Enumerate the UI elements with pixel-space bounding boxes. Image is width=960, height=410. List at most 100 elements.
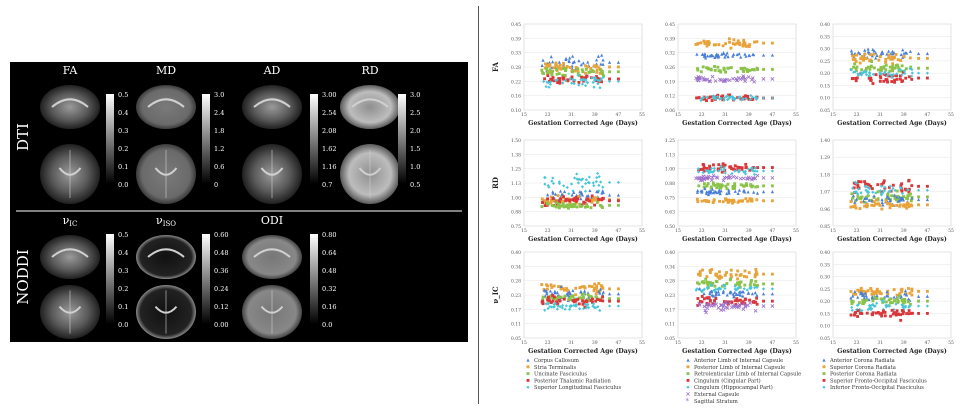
x-tick-label: 55 (793, 112, 799, 118)
data-point (907, 305, 911, 309)
y-tick-label: 0.35 (820, 262, 830, 268)
data-point (750, 167, 754, 172)
legend-label: Anterior Corona Radiata (829, 358, 895, 364)
data-point (907, 187, 911, 191)
data-point (702, 39, 706, 43)
data-point (882, 179, 886, 183)
data-point (730, 275, 733, 279)
data-point (917, 56, 920, 60)
noddi-odi-coronal-image-shape (242, 235, 302, 279)
y-tick-label: 0.33 (511, 51, 521, 57)
data-point (555, 72, 559, 76)
data-point (699, 41, 703, 45)
data-point (593, 203, 597, 207)
data-point (565, 65, 569, 68)
data-point (867, 187, 872, 191)
y-tick-label: 0.34 (511, 264, 521, 270)
data-point (740, 166, 744, 170)
data-point (713, 68, 717, 72)
data-point (541, 295, 545, 299)
dti-ad-coronal-image-shape (242, 85, 302, 129)
data-point (869, 78, 873, 82)
y-tick-label: 0.45 (665, 22, 675, 28)
data-point (595, 201, 599, 204)
colorbar-dti-rd: 3.0 2.5 2.0 1.5 1.0 0.5 (398, 91, 420, 189)
data-point (601, 286, 605, 290)
data-point (869, 286, 873, 290)
data-point (697, 303, 702, 307)
data-point (869, 76, 873, 80)
data-point (890, 75, 894, 79)
noddi-title-viso: νISO (156, 214, 176, 228)
data-point (582, 289, 587, 293)
data-point (557, 206, 561, 210)
data-point (596, 76, 599, 80)
data-point (925, 51, 929, 56)
data-point (580, 204, 584, 208)
data-point (703, 186, 707, 191)
data-point (925, 299, 929, 303)
series (849, 198, 929, 211)
data-point (595, 75, 598, 78)
data-point (697, 184, 701, 188)
data-point (721, 178, 726, 183)
data-point (708, 191, 712, 195)
data-point (572, 303, 576, 307)
data-point (882, 71, 887, 75)
y-tick-label: 0.05 (665, 336, 675, 342)
colorbar-noddi-vic-gradient (106, 234, 114, 324)
data-point (571, 69, 575, 73)
data-point (907, 190, 911, 194)
data-point (545, 283, 549, 287)
data-point (717, 43, 721, 47)
data-point (558, 81, 562, 85)
x-axis-title: Gestation Corrected Age (Days) (837, 348, 947, 355)
data-point (601, 299, 605, 303)
data-point (737, 292, 741, 296)
data-point (889, 73, 893, 77)
data-point (754, 270, 758, 274)
data-point (597, 66, 601, 70)
data-point (576, 72, 580, 75)
data-point (540, 205, 544, 209)
data-point (731, 187, 735, 191)
data-point (854, 181, 858, 185)
data-point (724, 53, 728, 57)
data-point (867, 297, 871, 302)
data-point (756, 166, 760, 170)
data-point (891, 69, 894, 73)
series (850, 298, 929, 313)
data-point (749, 286, 753, 291)
data-point (711, 191, 716, 195)
data-point (909, 312, 913, 315)
y-tick-label: 0.40 (820, 22, 830, 28)
data-point (856, 194, 860, 198)
data-point (884, 294, 889, 298)
data-point (754, 185, 758, 189)
data-point (544, 62, 547, 66)
data-point (700, 189, 704, 193)
data-point (876, 68, 880, 72)
data-point (727, 188, 731, 192)
y-tick-label: 0.85 (820, 224, 830, 230)
data-point (899, 59, 903, 62)
data-point (885, 78, 889, 82)
data-point (708, 167, 712, 171)
data-point (719, 167, 723, 171)
data-point (870, 295, 874, 299)
data-point (595, 64, 599, 68)
data-point (762, 282, 765, 286)
data-point (562, 195, 565, 199)
data-point (713, 64, 717, 68)
data-point (737, 283, 741, 287)
data-point (722, 66, 726, 70)
data-point (573, 198, 576, 202)
legend-label: Superior Longitudinal Fasciculus (534, 385, 622, 391)
data-point (551, 294, 555, 298)
colorbar-dti-ad-gradient (310, 94, 318, 184)
data-point (910, 71, 914, 75)
data-point (865, 196, 869, 200)
